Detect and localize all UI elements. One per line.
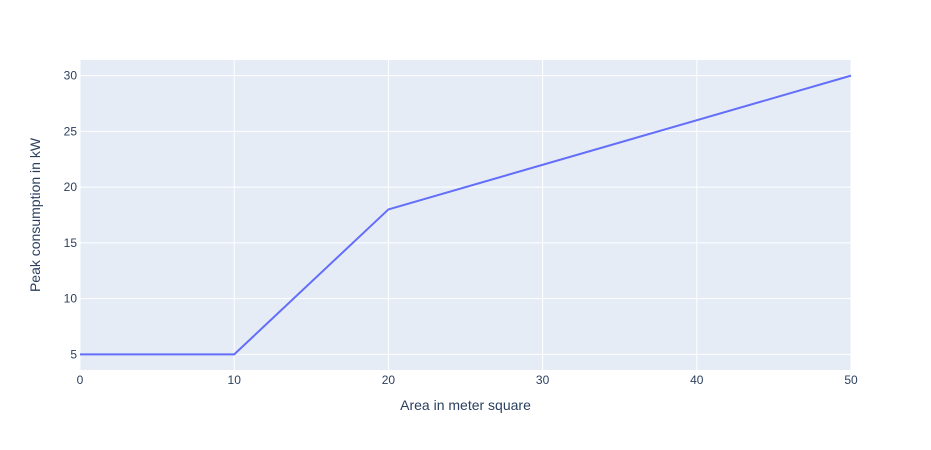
x-tick-label: 30 xyxy=(536,373,550,387)
plot-background xyxy=(80,60,851,370)
x-tick-label: 40 xyxy=(690,373,704,387)
y-axis-ticks: 5 10 15 20 25 30 xyxy=(64,69,78,362)
x-tick-label: 10 xyxy=(228,373,242,387)
series-layer xyxy=(80,74,852,356)
x-axis-ticks: 0 10 20 30 40 50 xyxy=(77,373,858,387)
y-tick-label: 30 xyxy=(64,69,78,83)
y-tick-label: 10 xyxy=(64,292,78,306)
x-tick-label: 20 xyxy=(382,373,396,387)
y-tick-label: 5 xyxy=(70,347,77,361)
y-tick-label: 15 xyxy=(64,236,78,250)
x-tick-label: 0 xyxy=(77,373,84,387)
y-tick-label: 25 xyxy=(64,124,78,138)
x-tick-label: 50 xyxy=(844,373,858,387)
y-axis-title: Peak consumption in kW xyxy=(27,137,43,292)
y-tick-label: 20 xyxy=(64,180,78,194)
series-line xyxy=(80,74,852,356)
x-axis-title: Area in meter square xyxy=(400,397,531,413)
